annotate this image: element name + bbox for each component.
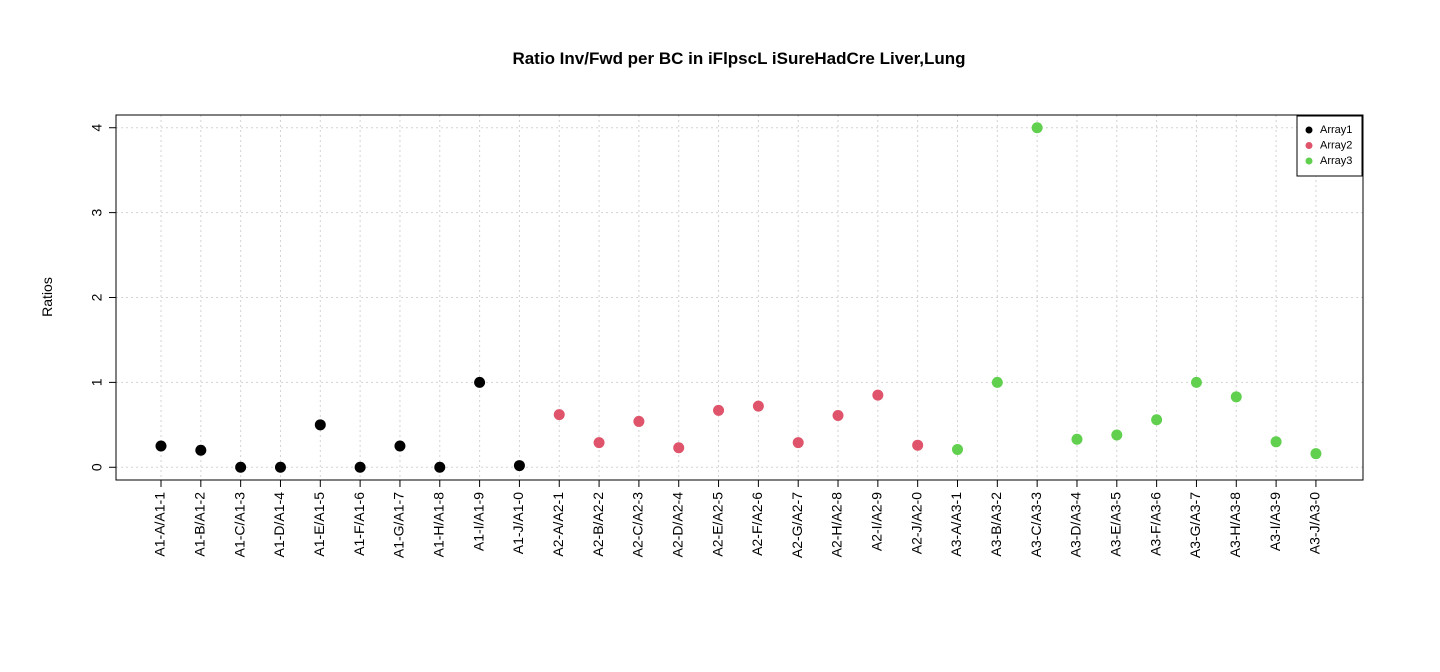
data-point-array3 bbox=[952, 443, 963, 455]
chart-title: Ratio Inv/Fwd per BC in iFlpscL iSureHad… bbox=[512, 49, 965, 68]
x-tick-label: A3-D/A3-4 bbox=[1068, 492, 1084, 558]
data-points bbox=[155, 122, 1322, 473]
x-tick-label: A1-H/A1-8 bbox=[430, 492, 446, 558]
legend-label-array2: Array2 bbox=[1320, 139, 1352, 151]
data-point-array2 bbox=[593, 437, 605, 449]
x-tick-label: A1-G/A1-7 bbox=[391, 492, 407, 558]
data-point-array1 bbox=[274, 461, 286, 473]
x-tick-label: A3-F/A3-6 bbox=[1147, 492, 1163, 556]
x-tick-label: A1-C/A1-3 bbox=[231, 492, 247, 558]
data-point-array3 bbox=[1230, 391, 1242, 403]
x-tick-label: A1-F/A1-6 bbox=[351, 492, 367, 556]
x-tick-label: A3-J/A3-0 bbox=[1307, 492, 1323, 554]
data-point-array1 bbox=[513, 460, 525, 472]
x-tick-label: A1-B/A1-2 bbox=[192, 492, 208, 557]
x-tick-label: A1-D/A1-4 bbox=[271, 492, 287, 558]
x-tick-label: A2-C/A2-3 bbox=[630, 492, 646, 558]
data-point-array1 bbox=[474, 376, 486, 388]
data-point-array2 bbox=[553, 409, 565, 421]
legend-marker-array3 bbox=[1305, 157, 1313, 165]
y-tick-label: 3 bbox=[89, 209, 105, 217]
y-axis-label: Ratios bbox=[39, 277, 55, 317]
data-point-array3 bbox=[1270, 436, 1282, 448]
data-point-array1 bbox=[394, 440, 406, 452]
legend-label-array1: Array1 bbox=[1320, 124, 1352, 136]
data-point-array1 bbox=[155, 440, 167, 452]
x-axis: A1-A/A1-1 A1-B/A1-2 A1-C/A1-3 A1-D/A1-4 A1-E… bbox=[152, 480, 1323, 558]
x-tick-label: A3-E/A3-5 bbox=[1108, 492, 1124, 557]
data-point-array1 bbox=[354, 461, 366, 473]
x-tick-label: A1-A/A1-1 bbox=[152, 492, 168, 557]
data-point-array3 bbox=[1031, 122, 1043, 134]
data-point-array3 bbox=[991, 376, 1003, 388]
data-point-array2 bbox=[832, 409, 844, 421]
data-point-array3 bbox=[1111, 429, 1123, 441]
data-point-array3 bbox=[1151, 414, 1163, 426]
plot-area-border bbox=[115, 114, 1364, 481]
x-tick-label: A2-J/A2-0 bbox=[908, 492, 924, 554]
data-point-array3 bbox=[1071, 433, 1083, 445]
data-point-array1 bbox=[235, 461, 247, 473]
x-tick-label: A1-I/A1-9 bbox=[470, 492, 486, 551]
x-tick-label: A2-H/A2-8 bbox=[829, 492, 845, 558]
data-point-array1 bbox=[434, 461, 446, 473]
x-tick-label: A3-B/A3-2 bbox=[988, 492, 1004, 557]
x-tick-label: A2-I/A2-9 bbox=[869, 492, 885, 551]
x-tick-label: A3-H/A3-8 bbox=[1227, 492, 1243, 558]
legend: Array1 Array2 Array3 bbox=[1296, 115, 1363, 177]
y-tick-label: 1 bbox=[89, 378, 105, 386]
x-tick-label: A3-I/A3-9 bbox=[1267, 492, 1283, 551]
data-point-array2 bbox=[792, 437, 804, 449]
x-tick-label: A3-A/A3-1 bbox=[948, 492, 964, 557]
data-point-array2 bbox=[673, 442, 685, 454]
data-point-array1 bbox=[314, 419, 326, 431]
data-point-array2 bbox=[872, 389, 884, 401]
x-tick-label: A3-G/A3-7 bbox=[1187, 492, 1203, 558]
data-point-array1 bbox=[195, 444, 207, 456]
data-point-array3 bbox=[1310, 448, 1322, 460]
y-axis: 0 1 2 3 4 bbox=[89, 124, 116, 471]
legend-marker-array2 bbox=[1305, 142, 1313, 149]
data-point-array2 bbox=[633, 415, 645, 427]
grid-lines bbox=[116, 115, 1363, 480]
legend-label-array3: Array3 bbox=[1320, 155, 1352, 167]
x-tick-label: A2-D/A2-4 bbox=[669, 492, 685, 558]
x-tick-label: A2-G/A2-7 bbox=[789, 492, 805, 558]
x-tick-label: A2-A/A2-1 bbox=[550, 492, 566, 557]
data-point-array3 bbox=[1190, 376, 1202, 388]
x-tick-label: A1-E/A1-5 bbox=[311, 492, 327, 557]
data-point-array2 bbox=[713, 404, 725, 416]
data-point-array2 bbox=[912, 439, 924, 451]
y-tick-label: 0 bbox=[89, 463, 105, 471]
data-point-array2 bbox=[752, 400, 764, 412]
y-tick-label: 4 bbox=[89, 124, 105, 132]
legend-marker-array1 bbox=[1305, 126, 1313, 134]
x-tick-label: A2-E/A2-5 bbox=[709, 492, 725, 557]
x-tick-label: A1-J/A1-0 bbox=[510, 492, 526, 554]
y-tick-label: 2 bbox=[89, 293, 105, 301]
x-tick-label: A3-C/A3-3 bbox=[1028, 492, 1044, 558]
x-tick-label: A2-B/A2-2 bbox=[590, 492, 606, 557]
x-tick-label: A2-F/A2-6 bbox=[749, 492, 765, 556]
